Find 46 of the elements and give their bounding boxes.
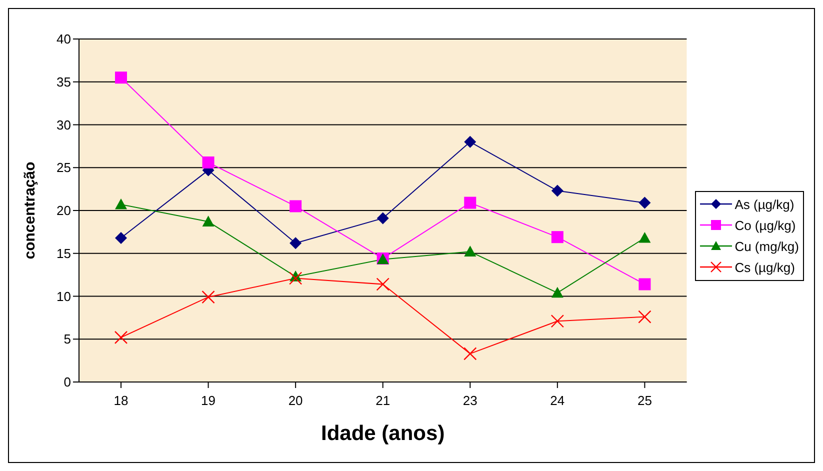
point <box>464 347 477 360</box>
x-tick-label: 24 <box>550 393 565 408</box>
point <box>638 278 651 290</box>
x-axis-title: Idade (anos) <box>321 422 445 445</box>
point <box>638 196 651 209</box>
point <box>376 212 389 224</box>
point <box>638 310 652 324</box>
y-tick-label: 10 <box>56 288 71 304</box>
point <box>551 184 564 197</box>
y-tick-label: 15 <box>56 246 71 261</box>
legend-label: As (µg/kg) <box>734 196 794 212</box>
point <box>115 232 127 244</box>
y-tick-label: 30 <box>56 117 71 132</box>
y-tick-label: 5 <box>64 332 71 347</box>
point <box>464 246 476 256</box>
y-tick-label: 0 <box>64 374 71 390</box>
point <box>376 278 390 291</box>
y-axis-title: concentração <box>21 162 38 260</box>
point <box>290 237 302 250</box>
point <box>550 314 564 328</box>
y-tick-label: 35 <box>56 74 71 90</box>
legend-label: Co (µg/kg) <box>734 218 796 232</box>
point <box>551 286 564 298</box>
point <box>115 72 127 84</box>
x-tick-label: 21 <box>376 393 390 408</box>
legend-label: Cs (µg/kg) <box>734 260 795 274</box>
x-tick-label: 20 <box>288 393 303 408</box>
x-tick-label: 25 <box>637 393 652 408</box>
point <box>202 156 214 168</box>
legend-label: Cu (mg/kg) <box>734 238 799 254</box>
point <box>202 216 214 226</box>
point <box>288 272 302 285</box>
x-tick-label: 19 <box>201 393 216 408</box>
y-tick-label: 40 <box>56 32 71 47</box>
point <box>551 231 564 244</box>
point <box>114 330 128 344</box>
point <box>464 196 476 209</box>
point <box>464 136 476 148</box>
point <box>115 198 127 210</box>
x-tick-label: 23 <box>462 393 478 408</box>
y-tick-label: 20 <box>56 203 71 218</box>
x-tick-label: 18 <box>114 393 128 408</box>
point <box>290 200 302 212</box>
y-tick-label: 25 <box>56 160 71 176</box>
point <box>638 232 651 243</box>
point <box>202 290 215 304</box>
